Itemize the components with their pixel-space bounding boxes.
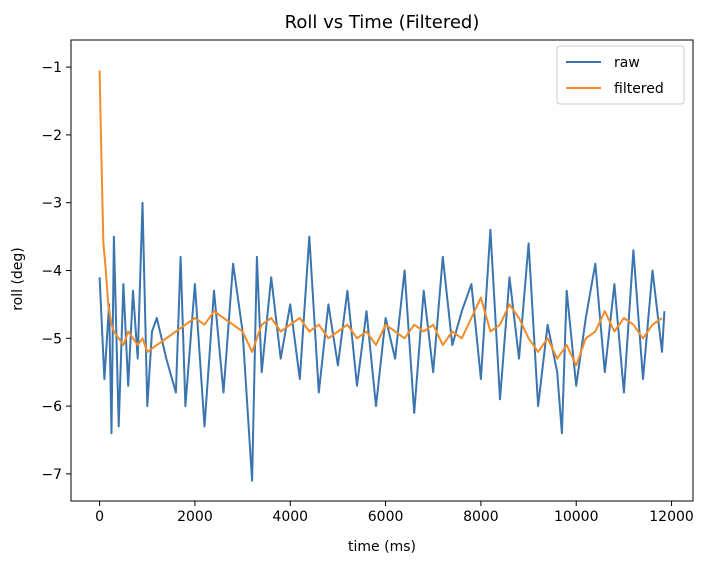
series-line-raw xyxy=(98,201,666,482)
y-tick-label: −5 xyxy=(41,331,62,347)
y-axis-label: roll (deg) xyxy=(10,247,26,311)
x-tick-label: 12000 xyxy=(649,509,694,525)
series-line-filtered xyxy=(98,70,663,367)
y-tick-label: −3 xyxy=(41,196,62,212)
x-tick-label: 2000 xyxy=(177,509,213,525)
x-tick-label: 8000 xyxy=(463,509,499,525)
y-tick-label: −7 xyxy=(41,467,62,483)
axes: 0 2000 4000 6000 8000 10000 12000 −1 −2 −3 −4 −5 −6 −… xyxy=(41,39,694,525)
x-axis-label: time (ms) xyxy=(348,539,416,555)
x-tick-label: 10000 xyxy=(554,509,599,525)
x-tick-label: 0 xyxy=(95,509,104,525)
y-tick-label: −1 xyxy=(41,60,62,76)
legend-frame xyxy=(556,45,685,105)
x-tick-label: 4000 xyxy=(272,509,308,525)
plot-area xyxy=(98,70,666,482)
y-tick-label: −4 xyxy=(41,264,62,280)
y-tick-label: −6 xyxy=(41,399,62,415)
x-tick-label: 6000 xyxy=(368,509,404,525)
legend-raw-label: raw xyxy=(614,55,640,71)
y-tick-label: −2 xyxy=(41,128,62,144)
legend: raw filtered xyxy=(556,45,685,105)
legend-filtered-label: filtered xyxy=(614,81,664,97)
chart-title: Roll vs Time (Filtered) xyxy=(285,12,480,33)
